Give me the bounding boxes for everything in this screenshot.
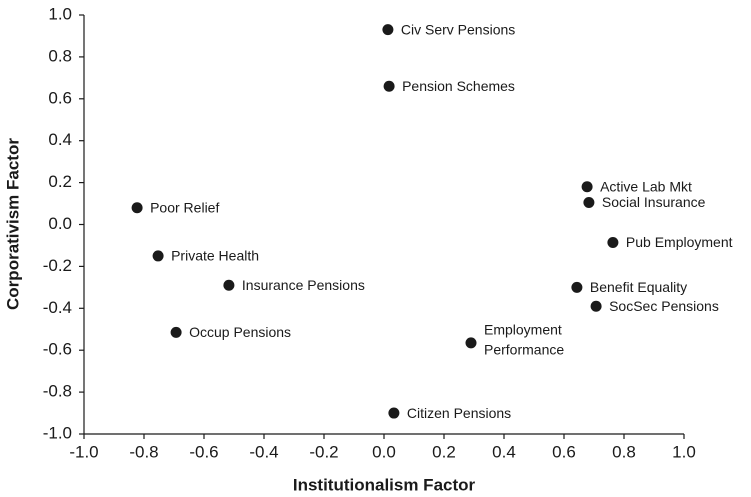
point [571, 281, 583, 293]
point [583, 197, 595, 209]
point [131, 202, 143, 214]
y-tick-label: -0.8 [43, 382, 72, 401]
point [590, 300, 602, 312]
y-tick-label: -0.6 [43, 340, 72, 359]
y-axis-title: Corporativism Factor [3, 138, 22, 310]
point-label: SocSec Pensions [609, 298, 719, 314]
y-tick-label: 0.2 [48, 172, 72, 191]
point-label: Social Insurance [602, 194, 706, 210]
point-label: Active Lab Mkt [600, 178, 692, 194]
point-label: Pension Schemes [402, 78, 515, 94]
point [581, 181, 593, 193]
point-label: Citizen Pensions [407, 405, 511, 421]
point-label: Pub Employment [626, 234, 733, 250]
point-label: Benefit Equality [590, 279, 687, 295]
point-label: Insurance Pensions [242, 277, 365, 293]
point [465, 337, 477, 349]
x-tick-label: -0.2 [309, 442, 338, 461]
x-tick-label: 0.2 [432, 442, 456, 461]
point-label: Poor Relief [150, 199, 219, 215]
x-tick-label: -0.6 [189, 442, 218, 461]
x-tick-label: 0.8 [612, 442, 636, 461]
y-tick-label: 0.0 [48, 214, 72, 233]
point-label: Civ Serv Pensions [401, 21, 515, 37]
x-tick-label: -1.0 [69, 442, 98, 461]
y-tick-label: 0.8 [48, 46, 72, 65]
point [383, 80, 395, 92]
x-tick-label: 0.0 [372, 442, 396, 461]
point [607, 237, 619, 249]
y-tick-label: 1.0 [48, 4, 72, 23]
x-tick-label: 0.4 [492, 442, 516, 461]
x-tick-label: -0.8 [129, 442, 158, 461]
point [152, 250, 164, 262]
point [388, 407, 400, 419]
y-tick-label: -0.2 [43, 256, 72, 275]
y-tick-label: -1.0 [43, 423, 72, 442]
point-label: Occup Pensions [189, 324, 291, 340]
x-tick-label: 0.6 [552, 442, 576, 461]
x-tick-label: 1.0 [672, 442, 696, 461]
y-tick-label: 0.4 [48, 130, 72, 149]
point [382, 24, 394, 36]
point [223, 279, 235, 291]
point-label: Private Health [171, 248, 259, 264]
y-tick-label: -0.4 [43, 298, 72, 317]
x-tick-label: -0.4 [249, 442, 278, 461]
x-axis-title: Institutionalism Factor [293, 475, 476, 494]
y-tick-label: 0.6 [48, 88, 72, 107]
point-label: Performance [484, 342, 564, 358]
point [170, 326, 182, 338]
point-label: Employment [484, 322, 562, 338]
